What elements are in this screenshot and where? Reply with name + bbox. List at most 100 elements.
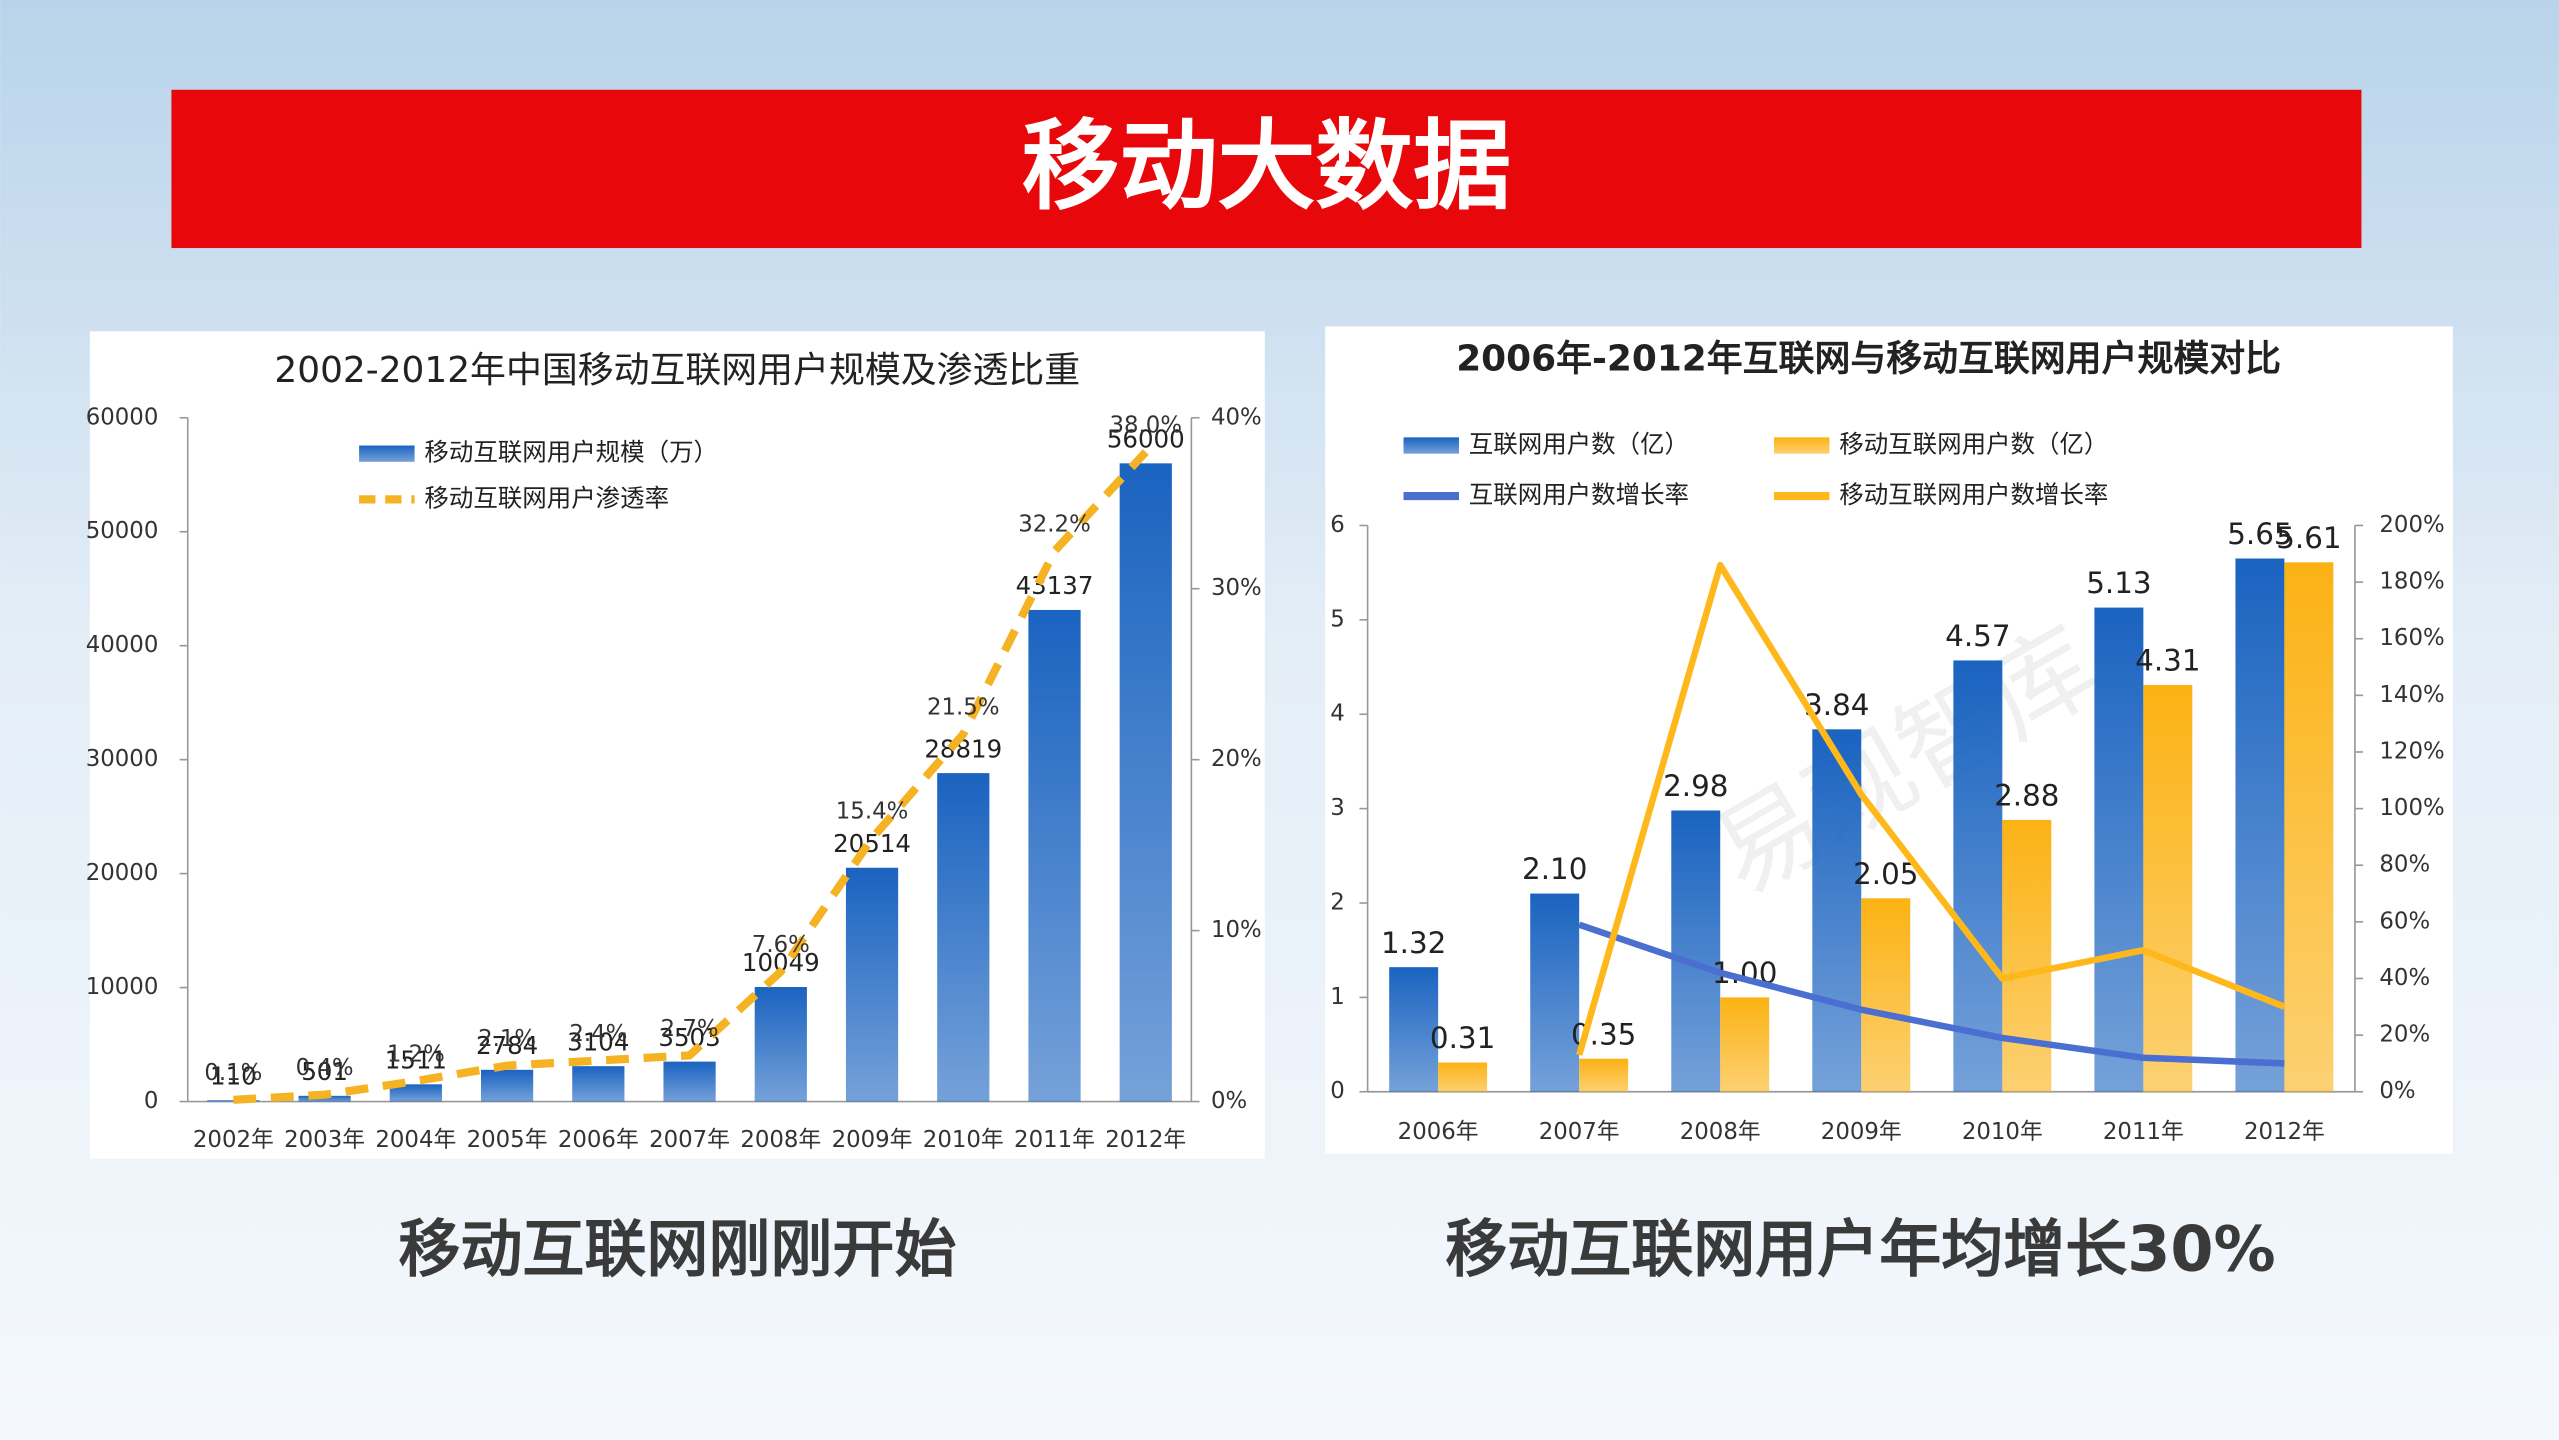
value-label: 5.13 bbox=[2086, 566, 2151, 600]
legend-label: 移动互联网用户渗透率 bbox=[424, 483, 669, 512]
x-tick-label: 2011年 bbox=[2103, 1119, 2184, 1145]
y-tick-label: 0 bbox=[144, 1088, 159, 1114]
y2-tick-label: 40% bbox=[2379, 965, 2430, 991]
bar bbox=[1119, 463, 1172, 1102]
line-series bbox=[1576, 561, 2286, 1056]
value-label: 2.98 bbox=[1663, 769, 1728, 803]
y2-tick-label: 0% bbox=[1211, 1088, 1247, 1114]
legend-label: 移动互联网用户数（亿） bbox=[1839, 430, 2108, 459]
y2-tick-label: 20% bbox=[2379, 1022, 2430, 1048]
x-tick-label: 2003年 bbox=[284, 1127, 365, 1153]
y-tick-label: 4 bbox=[1330, 701, 1345, 727]
bar bbox=[389, 1084, 442, 1102]
y2-tick-label: 120% bbox=[2379, 738, 2444, 764]
x-tick-label: 2006年 bbox=[558, 1127, 639, 1153]
bar bbox=[2002, 819, 2052, 1092]
x-tick-label: 2012年 bbox=[2244, 1119, 2325, 1145]
bar bbox=[754, 987, 807, 1102]
legend-label: 移动互联网用户数增长率 bbox=[1839, 480, 2108, 509]
legend-label: 移动互联网用户规模（万） bbox=[424, 438, 718, 467]
legend-swatch bbox=[359, 445, 415, 462]
bar bbox=[1579, 1058, 1629, 1092]
value-label: 3104 bbox=[567, 1027, 629, 1056]
value-label: 1511 bbox=[385, 1045, 447, 1074]
y-tick-label: 60000 bbox=[86, 404, 159, 430]
value-label: 2.10 bbox=[1522, 852, 1587, 886]
y2-tick-label: 100% bbox=[2379, 795, 2444, 821]
x-tick-label: 2009年 bbox=[832, 1127, 913, 1153]
value-label: 20514 bbox=[833, 829, 911, 858]
bar bbox=[1438, 1062, 1488, 1092]
chart-title: 2002-2012年中国移动互联网用户规模及渗透比重 bbox=[274, 350, 1080, 391]
value-label: 5.61 bbox=[2276, 521, 2341, 555]
y-tick-label: 6 bbox=[1330, 512, 1345, 538]
bar bbox=[1389, 967, 1439, 1092]
bar bbox=[663, 1061, 716, 1102]
bar bbox=[1530, 893, 1580, 1092]
bar bbox=[2094, 607, 2144, 1092]
value-label: 2.88 bbox=[1994, 779, 2059, 813]
x-tick-label: 2002年 bbox=[193, 1127, 274, 1153]
slide-title: 移动大数据 bbox=[1022, 110, 1512, 224]
value-label: 501 bbox=[301, 1057, 348, 1086]
value-label: 110 bbox=[210, 1061, 257, 1090]
bar bbox=[1953, 660, 2003, 1092]
bar bbox=[2284, 562, 2334, 1092]
y2-tick-label: 0% bbox=[2379, 1078, 2415, 1104]
value-label: 2.7% bbox=[661, 1016, 719, 1042]
y2-tick-label: 160% bbox=[2379, 625, 2444, 651]
legend-label: 互联网用户数（亿） bbox=[1469, 430, 1689, 459]
title-banner bbox=[171, 89, 2362, 249]
x-tick-label: 2007年 bbox=[1539, 1119, 1620, 1145]
value-label: 0.31 bbox=[1430, 1021, 1495, 1055]
x-tick-label: 2006年 bbox=[1398, 1119, 1479, 1145]
bar bbox=[207, 1100, 260, 1102]
y2-tick-label: 140% bbox=[2379, 682, 2444, 708]
x-tick-label: 2010年 bbox=[1962, 1119, 2043, 1145]
value-label: 3503 bbox=[658, 1023, 720, 1052]
x-tick-label: 2008年 bbox=[1680, 1119, 1761, 1145]
y-tick-label: 0 bbox=[1330, 1078, 1345, 1104]
caption: 移动互联网刚刚开始 bbox=[398, 1212, 956, 1285]
y-tick-label: 5 bbox=[1330, 606, 1345, 632]
value-label: 56000 bbox=[1107, 425, 1185, 454]
bar bbox=[572, 1066, 625, 1102]
y2-tick-label: 20% bbox=[1211, 746, 1262, 772]
y-tick-label: 20000 bbox=[86, 860, 159, 886]
value-label: 1.32 bbox=[1381, 926, 1446, 960]
bar bbox=[480, 1069, 534, 1102]
x-tick-label: 2009年 bbox=[1821, 1119, 1902, 1145]
value-label: 43137 bbox=[1016, 571, 1094, 600]
legend-swatch bbox=[1773, 437, 1830, 454]
bar bbox=[1812, 729, 1862, 1092]
x-tick-label: 2010年 bbox=[923, 1127, 1004, 1153]
y-tick-label: 3 bbox=[1330, 795, 1345, 821]
y-tick-label: 10000 bbox=[86, 974, 159, 1000]
legend-label: 互联网用户数增长率 bbox=[1469, 480, 1689, 509]
bar bbox=[2235, 558, 2285, 1092]
chart-title: 2006年-2012年互联网与移动互联网用户规模对比 bbox=[1456, 339, 2281, 380]
y2-tick-label: 30% bbox=[1211, 575, 1262, 601]
y-tick-label: 40000 bbox=[86, 632, 159, 658]
bar bbox=[1861, 898, 1911, 1092]
y-tick-label: 1 bbox=[1330, 984, 1345, 1010]
x-tick-label: 2008年 bbox=[740, 1127, 821, 1153]
value-label: 2.4% bbox=[569, 1021, 627, 1047]
y2-tick-label: 10% bbox=[1211, 917, 1262, 943]
y-tick-label: 2 bbox=[1330, 889, 1345, 915]
value-label: 2.1% bbox=[478, 1026, 536, 1052]
y-tick-label: 30000 bbox=[86, 746, 159, 772]
line-series bbox=[1578, 921, 2285, 1067]
value-label: 2.05 bbox=[1853, 857, 1918, 891]
x-tick-label: 2004年 bbox=[375, 1127, 456, 1153]
value-label: 38.0% bbox=[1109, 412, 1182, 438]
bar bbox=[937, 773, 990, 1102]
y2-tick-label: 40% bbox=[1211, 404, 1262, 430]
caption: 移动互联网用户年均增长30% bbox=[1445, 1212, 2275, 1285]
value-label: 0.1% bbox=[204, 1060, 262, 1086]
value-label: 15.4% bbox=[836, 799, 909, 825]
y2-tick-label: 60% bbox=[2379, 908, 2430, 934]
line-series bbox=[233, 449, 1149, 1104]
